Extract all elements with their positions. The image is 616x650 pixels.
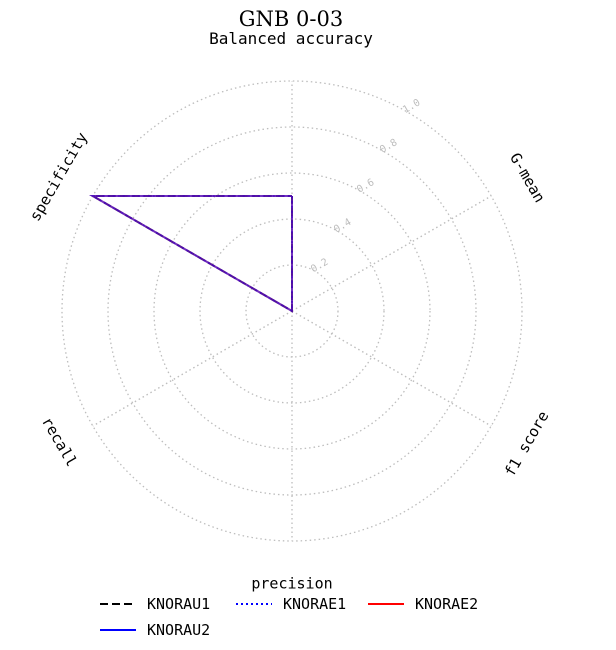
- axis-label-f1-score: f1 score: [501, 408, 553, 480]
- radial-tick-label: 0.4: [332, 217, 353, 236]
- radial-tick-label: 1.0: [401, 97, 422, 116]
- legend: KNORAU1 KNORAE1 KNORAE2 KNORAU2: [100, 595, 478, 639]
- grid-spoke-2: [291, 195, 492, 312]
- axis-label-recall: recall: [38, 414, 81, 470]
- axis-label-specificity: specificity: [26, 129, 91, 224]
- grid-circle-4: [107, 126, 477, 496]
- legend-label-knorae1: KNORAE1: [283, 595, 346, 613]
- radial-tick-label: 0.8: [378, 137, 399, 156]
- axis-label-precision: precision: [251, 575, 332, 593]
- legend-label-knorau1: KNORAU1: [147, 595, 210, 613]
- legend-label-knorau2: KNORAU2: [147, 621, 210, 639]
- grid-spoke-3: [291, 310, 492, 427]
- chart-subtitle: Balanced accuracy: [209, 29, 373, 48]
- radial-tick-label: 0.2: [309, 257, 330, 276]
- radial-tick-labels: 0.2 0.4 0.6 0.8 1.0: [309, 97, 422, 275]
- radial-tick-label: 0.6: [355, 177, 376, 196]
- grid-circle-3: [153, 172, 431, 450]
- grid-spoke-5: [92, 310, 293, 427]
- axis-labels: G-mean f1 score precision recall specificity: [26, 129, 552, 592]
- chart-title: GNB 0-03: [239, 7, 343, 31]
- axis-label-g-mean: G-mean: [506, 150, 549, 206]
- radar-series: [89, 195, 293, 313]
- legend-label-knorae2: KNORAE2: [415, 595, 478, 613]
- series-line-knorau2: [89, 195, 293, 313]
